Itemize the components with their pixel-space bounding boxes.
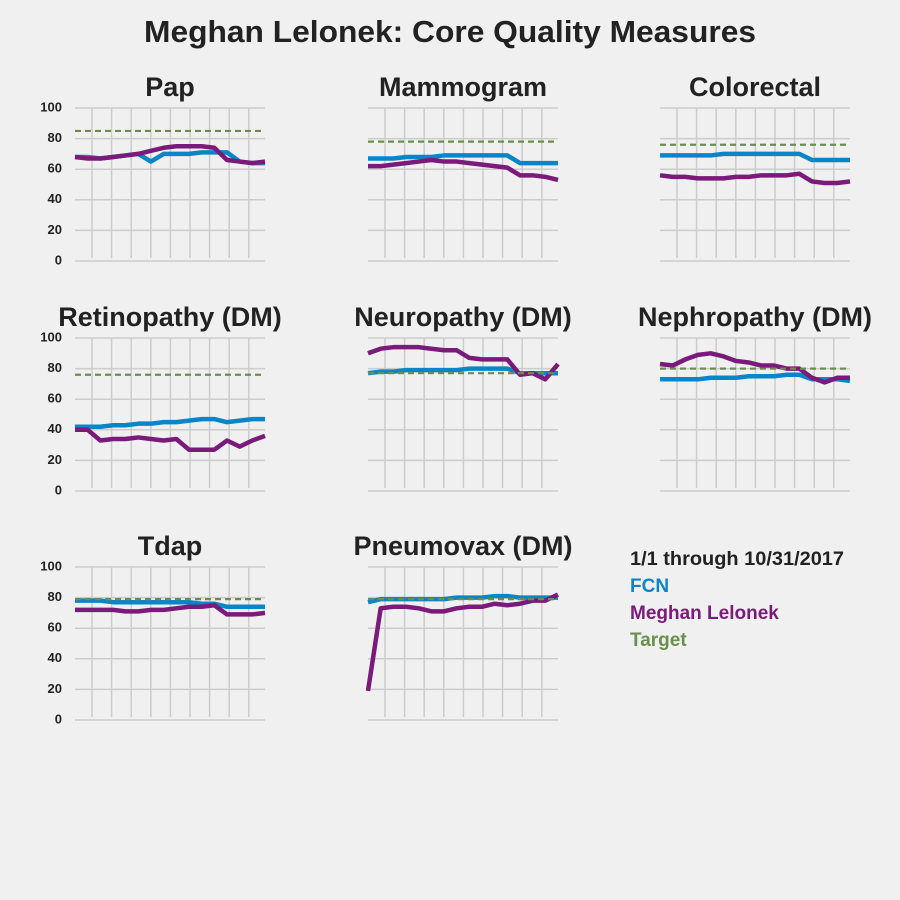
page-title: Meghan Lelonek: Core Quality Measures <box>144 14 756 49</box>
subplot-title: Tdap <box>138 531 203 561</box>
series-line <box>365 592 559 692</box>
series-line <box>74 144 266 166</box>
y-tick-label: 80 <box>48 589 62 604</box>
subplot-title: Nephropathy (DM) <box>638 302 872 332</box>
series-line <box>659 351 850 385</box>
y-tick-label: 60 <box>48 620 62 635</box>
y-tick-label: 80 <box>48 360 62 375</box>
series-line <box>75 598 265 610</box>
subplot-title: Pneumovax (DM) <box>353 531 572 561</box>
legend-title: 1/1 through 10/31/2017 <box>630 549 844 570</box>
y-tick-label: 60 <box>48 161 62 176</box>
subplot-title: Mammogram <box>379 72 547 102</box>
y-tick-label: 20 <box>48 452 62 467</box>
subplot-title: Pap <box>145 72 195 102</box>
series-line <box>368 157 559 183</box>
series-line <box>75 427 266 452</box>
series-line <box>660 151 850 163</box>
y-tick-label: 40 <box>48 421 62 436</box>
y-tick-label: 0 <box>55 711 62 726</box>
series-line <box>659 171 851 186</box>
y-tick-label: 100 <box>40 329 62 344</box>
subplot-title: Neuropathy (DM) <box>354 302 572 332</box>
y-tick-label: 40 <box>48 191 62 206</box>
y-tick-label: 100 <box>40 558 62 573</box>
series-line <box>368 153 558 166</box>
legend-entry: Target <box>630 630 687 651</box>
subplot-title: Colorectal <box>689 72 821 102</box>
y-tick-label: 80 <box>48 130 62 145</box>
y-tick-label: 40 <box>48 650 62 665</box>
series-line <box>75 416 265 429</box>
y-tick-label: 0 <box>55 252 62 267</box>
legend-entry: FCN <box>630 576 669 597</box>
y-tick-label: 100 <box>40 99 62 114</box>
series-line <box>367 344 560 382</box>
series-line <box>75 603 266 617</box>
y-tick-label: 20 <box>48 681 62 696</box>
subplot-title: Retinopathy (DM) <box>58 302 281 332</box>
y-tick-label: 0 <box>55 482 62 497</box>
y-tick-label: 20 <box>48 222 62 237</box>
legend-entry: Meghan Lelonek <box>630 603 779 624</box>
y-tick-label: 60 <box>48 391 62 406</box>
